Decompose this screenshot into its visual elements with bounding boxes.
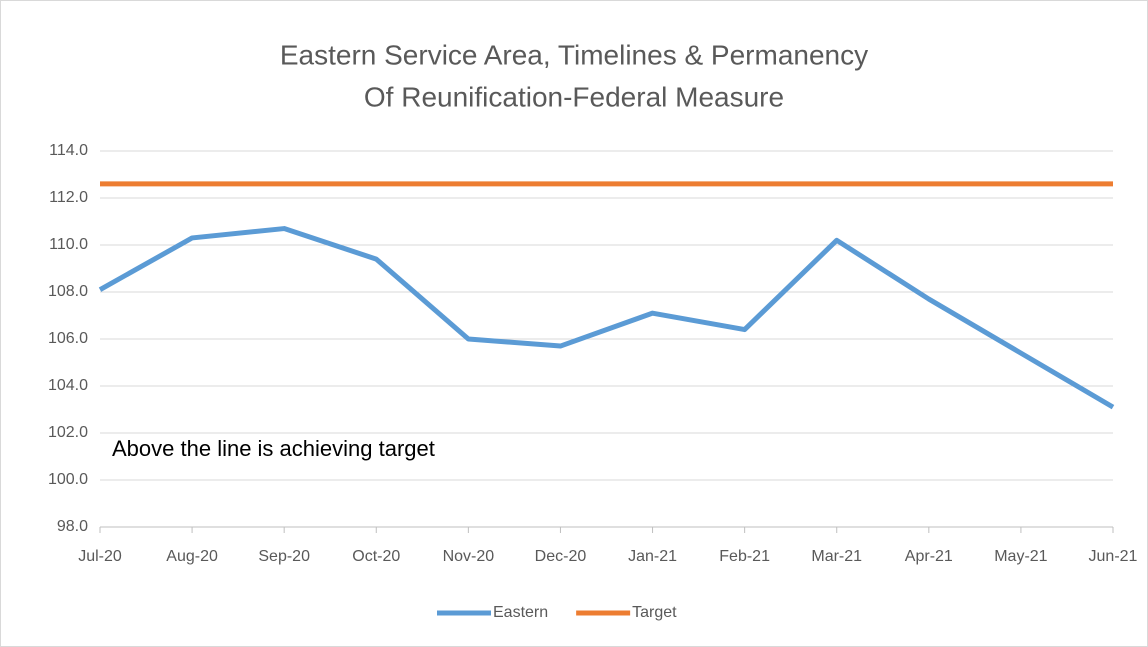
x-tick-label: Mar-21 xyxy=(811,548,862,565)
x-tick-label: Aug-20 xyxy=(166,548,218,565)
annotation: Above the line is achieving target xyxy=(112,436,435,461)
x-tick-label: Nov-20 xyxy=(443,548,495,565)
x-tick-label: Jun-21 xyxy=(1089,548,1138,565)
x-tick-label: Oct-20 xyxy=(352,548,400,565)
x-tick-label: May-21 xyxy=(994,548,1047,565)
y-tick-label: 114.0 xyxy=(49,142,88,159)
y-tick-label: 106.0 xyxy=(48,330,88,347)
legend-label: Target xyxy=(632,604,677,621)
y-tick-label: 98.0 xyxy=(57,518,88,535)
x-tick-label: Sep-20 xyxy=(258,548,310,565)
y-tick-label: 104.0 xyxy=(48,377,88,394)
y-tick-label: 110.0 xyxy=(49,236,88,253)
x-tick-label: Jul-20 xyxy=(78,548,122,565)
x-tick-label: Jan-21 xyxy=(628,548,677,565)
series-line xyxy=(98,226,1115,410)
chart-subtitle: Of Reunification-Federal Measure xyxy=(364,81,784,112)
y-tick-label: 100.0 xyxy=(48,471,88,488)
x-tick-label: Apr-21 xyxy=(905,548,953,565)
chart-title: Eastern Service Area, Timelines & Perman… xyxy=(280,39,868,70)
x-tick-label: Dec-20 xyxy=(535,548,587,565)
y-tick-label: 112.0 xyxy=(49,189,88,206)
y-tick-label: 108.0 xyxy=(48,283,88,300)
legend-label: Eastern xyxy=(493,604,548,621)
y-tick-label: 102.0 xyxy=(48,424,88,441)
x-tick-label: Feb-21 xyxy=(719,548,770,565)
